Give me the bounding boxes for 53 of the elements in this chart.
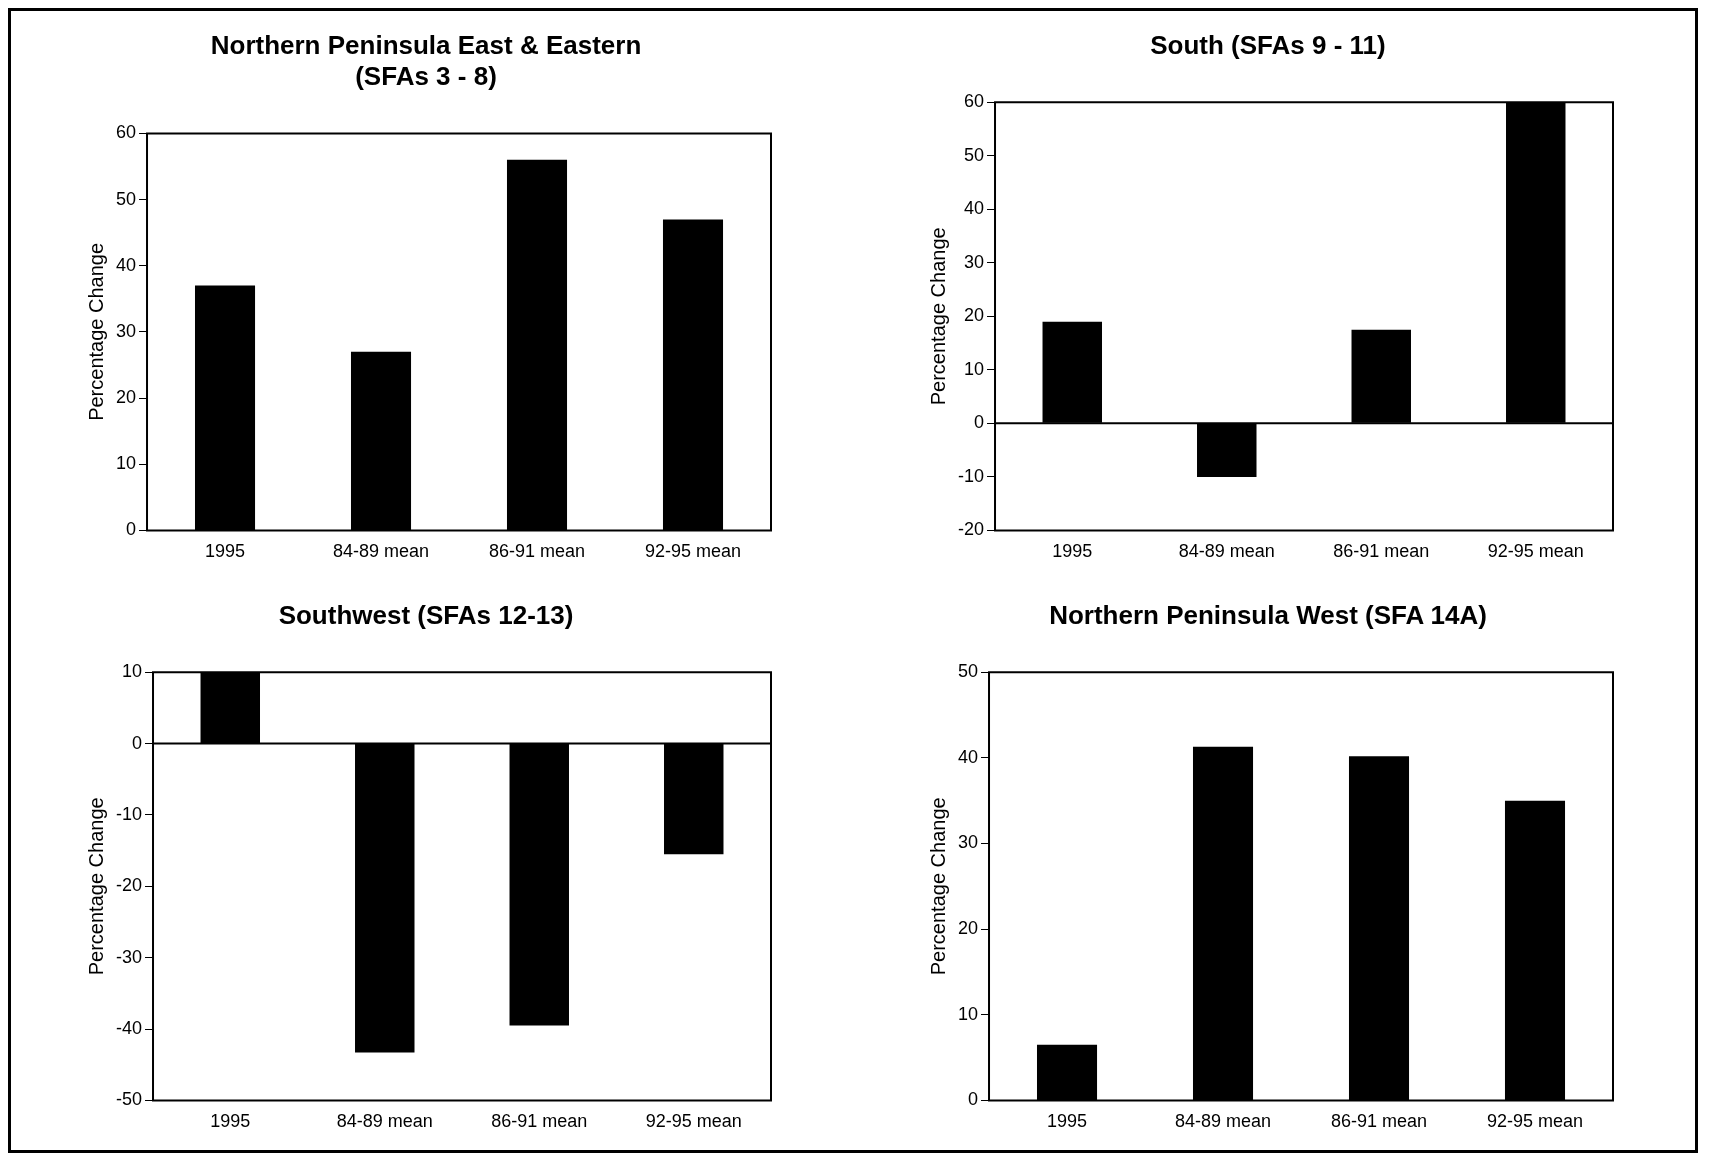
y-tick-label: 10 [963, 358, 985, 379]
x-tick-label: 92-95 mean [644, 541, 742, 562]
y-tick-label: 20 [115, 387, 137, 408]
chart-title: South (SFAs 9 - 11) [1150, 29, 1386, 60]
y-tick-label: 50 [957, 660, 979, 681]
y-tick-label: 50 [963, 144, 985, 165]
chart-title: Southwest (SFAs 12-13) [278, 599, 574, 630]
x-tick-label: 86-91 mean [1333, 541, 1430, 562]
x-tick-label: 92-95 mean [1487, 541, 1584, 562]
y-tick-label: 30 [957, 831, 979, 852]
y-tick-label: 40 [957, 746, 979, 767]
y-axis-title: Percentage Change [926, 796, 949, 975]
y-tick-label: -10 [116, 803, 143, 824]
y-tick-label: 50 [115, 188, 137, 209]
x-tick-label: 1995 [1052, 541, 1093, 562]
y-tick-label: -40 [116, 1017, 143, 1038]
x-tick-label: 1995 [1047, 1110, 1088, 1131]
y-tick-label: -10 [958, 465, 985, 486]
x-tick-label: 86-91 mean [1330, 1110, 1428, 1131]
x-tick-label: 1995 [205, 541, 246, 562]
y-tick-label: 0 [968, 1088, 979, 1109]
x-tick-label: 86-91 mean [488, 541, 586, 562]
y-tick-label: -50 [116, 1088, 143, 1109]
y-tick-label: 30 [963, 251, 985, 272]
x-tick-label: 84-89 mean [1174, 1110, 1272, 1131]
y-tick-label: -30 [116, 946, 143, 967]
y-tick-label: -20 [958, 519, 985, 540]
x-tick-label: 84-89 mean [1178, 541, 1275, 562]
y-axis-title: Percentage Change [84, 242, 107, 421]
y-tick-label: 30 [115, 320, 137, 341]
chart-title: Northern Peninsula East & Eastern (SFAs 3 - 8) [210, 29, 642, 91]
x-tick-label: 92-95 mean [1486, 1110, 1584, 1131]
y-tick-label: -20 [116, 874, 143, 895]
x-tick-label: 92-95 mean [645, 1110, 742, 1131]
y-tick-label: 40 [115, 254, 137, 275]
y-tick-label: 0 [974, 412, 985, 433]
y-tick-label: 0 [126, 519, 137, 540]
chart-title: Northern Peninsula West (SFA 14A) [1049, 599, 1487, 630]
x-tick-label: 84-89 mean [336, 1110, 433, 1131]
x-tick-label: 84-89 mean [332, 541, 430, 562]
y-tick-label: 60 [115, 122, 137, 143]
y-tick-label: 10 [121, 660, 143, 681]
y-axis-title: Percentage Change [84, 796, 107, 975]
y-tick-label: 10 [115, 453, 137, 474]
x-tick-label: 1995 [210, 1110, 251, 1131]
y-tick-label: 40 [963, 198, 985, 219]
y-tick-label: 20 [963, 305, 985, 326]
x-tick-label: 86-91 mean [491, 1110, 588, 1131]
y-tick-label: 20 [957, 917, 979, 938]
y-tick-label: 10 [957, 1003, 979, 1024]
y-tick-label: 60 [963, 91, 985, 112]
y-axis-title: Percentage Change [926, 227, 949, 406]
y-tick-label: 0 [132, 732, 143, 753]
